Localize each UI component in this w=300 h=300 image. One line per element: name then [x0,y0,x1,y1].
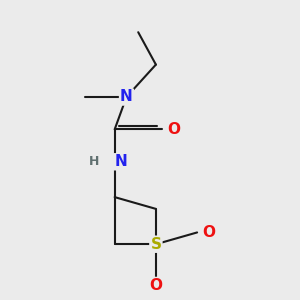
Text: O: O [149,278,162,293]
Text: S: S [150,237,161,252]
Text: N: N [120,89,133,104]
Text: H: H [89,155,99,168]
Text: N: N [114,154,127,169]
Text: O: O [202,225,215,240]
Text: O: O [167,122,180,137]
